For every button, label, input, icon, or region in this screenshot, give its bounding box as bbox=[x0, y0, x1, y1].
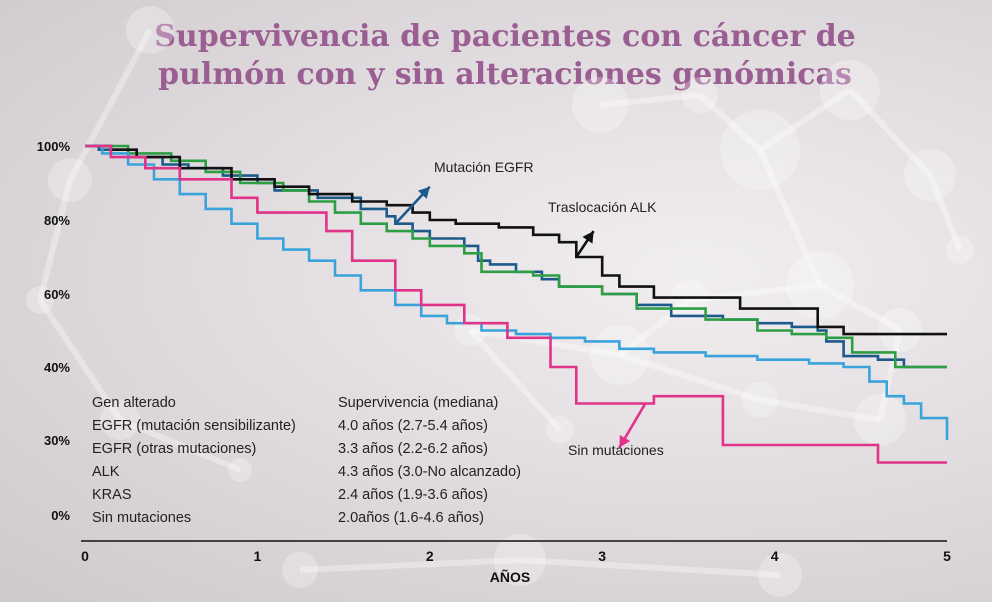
molecule-atom bbox=[228, 458, 252, 482]
table-cell-survival: 4.0 años (2.7-5.4 años) bbox=[338, 418, 488, 434]
molecule-background bbox=[26, 6, 974, 597]
molecule-atom bbox=[946, 236, 974, 264]
table-header-gene: Gen alterado bbox=[92, 395, 176, 411]
molecule-atom bbox=[590, 325, 650, 385]
molecule-atom bbox=[546, 416, 574, 444]
table-cell-gene: EGFR (mutación sensibilizante) bbox=[92, 418, 296, 434]
y-tick-label: 40% bbox=[44, 360, 70, 375]
y-tick-label: 80% bbox=[44, 213, 70, 228]
series-line-alk bbox=[85, 144, 947, 336]
series-line-sin-mutaciones bbox=[85, 144, 947, 464]
molecule-bond bbox=[758, 87, 852, 153]
molecule-atom bbox=[758, 553, 802, 597]
y-tick-label: 0% bbox=[51, 508, 70, 523]
molecule-atom bbox=[494, 534, 546, 586]
molecule-atom bbox=[720, 110, 800, 190]
molecule-atom bbox=[786, 251, 854, 319]
molecule-atom bbox=[282, 552, 318, 588]
molecule-bond bbox=[759, 397, 881, 423]
molecule-bond bbox=[37, 179, 73, 301]
annotation-arrow-head bbox=[582, 231, 594, 244]
molecule-bond bbox=[847, 87, 933, 178]
chart-title: Supervivencia de pacientes con cáncer de… bbox=[0, 18, 992, 94]
x-tick-label: 5 bbox=[943, 548, 951, 564]
x-axis-label: AÑOS bbox=[490, 568, 530, 585]
chart-title-line-2: pulmón con y sin alteraciones genómicas bbox=[158, 57, 852, 92]
molecule-bond bbox=[599, 92, 701, 108]
molecule-atom bbox=[854, 394, 906, 446]
table-cell-survival: 3.3 años (2.2-6.2 años) bbox=[338, 441, 488, 457]
x-tick-label: 2 bbox=[426, 548, 434, 564]
molecule-atom bbox=[100, 400, 140, 440]
molecule-atom bbox=[742, 382, 778, 418]
table-cell-gene: KRAS bbox=[92, 487, 132, 503]
molecule-bond bbox=[37, 298, 123, 422]
annotation-arrow-head bbox=[619, 434, 631, 448]
molecule-atom bbox=[26, 286, 54, 314]
series-line-egfr-otras-mutaciones bbox=[85, 144, 947, 369]
chart-series bbox=[85, 144, 949, 464]
molecule-bond bbox=[469, 327, 621, 358]
table-cell-gene: ALK bbox=[92, 464, 120, 480]
molecule-atom bbox=[878, 308, 922, 352]
series-line-egfr-mutaci-n-sensibilizante bbox=[85, 144, 947, 369]
y-tick-label: 30% bbox=[44, 433, 70, 448]
molecule-atom bbox=[682, 77, 718, 113]
x-tick-label: 4 bbox=[771, 548, 779, 564]
chart-annotations: Mutación EGFR Traslocación ALK Sin mutacio… bbox=[394, 159, 664, 458]
molecule-bond bbox=[67, 28, 153, 182]
table-cell-gene: Sin mutaciones bbox=[92, 510, 192, 526]
x-tick-label: 0 bbox=[81, 548, 89, 564]
annotation-label: Sin mutaciones bbox=[568, 442, 664, 458]
molecule-bond bbox=[299, 557, 521, 573]
table-cell-survival: 2.0años (1.6-4.6 años) bbox=[338, 510, 484, 526]
molecule-atom bbox=[670, 280, 710, 320]
x-tick-label: 3 bbox=[598, 548, 606, 564]
annotation-label: Mutación EGFR bbox=[434, 159, 534, 175]
y-tick-label: 100% bbox=[37, 139, 71, 154]
table-cell-survival: 4.3 años (3.0-No alcanzado) bbox=[338, 464, 521, 480]
molecule-bond bbox=[619, 352, 761, 403]
molecule-bond bbox=[697, 92, 763, 153]
chart-axes: 0 1 2 3 4 5 AÑOS 100% 80% 60% 40% 30% 0% bbox=[37, 139, 951, 585]
annotation-label: Traslocación ALK bbox=[548, 199, 657, 215]
molecule-bond bbox=[818, 282, 902, 333]
molecule-atom bbox=[572, 77, 628, 133]
annotation-arrow-head bbox=[417, 186, 430, 199]
molecule-atom bbox=[904, 149, 956, 201]
x-tick-label: 1 bbox=[254, 548, 262, 564]
table-cell-survival: 2.4 años (1.9-3.6 años) bbox=[338, 487, 488, 503]
molecule-bond bbox=[877, 329, 903, 421]
y-tick-label: 60% bbox=[44, 287, 70, 302]
chart-title-line-1: Supervivencia de pacientes con cáncer de bbox=[154, 19, 856, 54]
molecule-atom bbox=[48, 158, 92, 202]
molecule-bond bbox=[118, 417, 242, 473]
table-header-survival: Supervivencia (mediana) bbox=[338, 395, 499, 411]
molecule-bond bbox=[757, 148, 823, 287]
molecule-bond bbox=[519, 557, 781, 578]
table-cell-gene: EGFR (otras mutaciones) bbox=[92, 441, 257, 457]
molecule-atom bbox=[126, 6, 174, 54]
molecule-bond bbox=[927, 173, 963, 252]
molecule-atom bbox=[820, 60, 880, 120]
molecule-bond bbox=[467, 327, 563, 433]
